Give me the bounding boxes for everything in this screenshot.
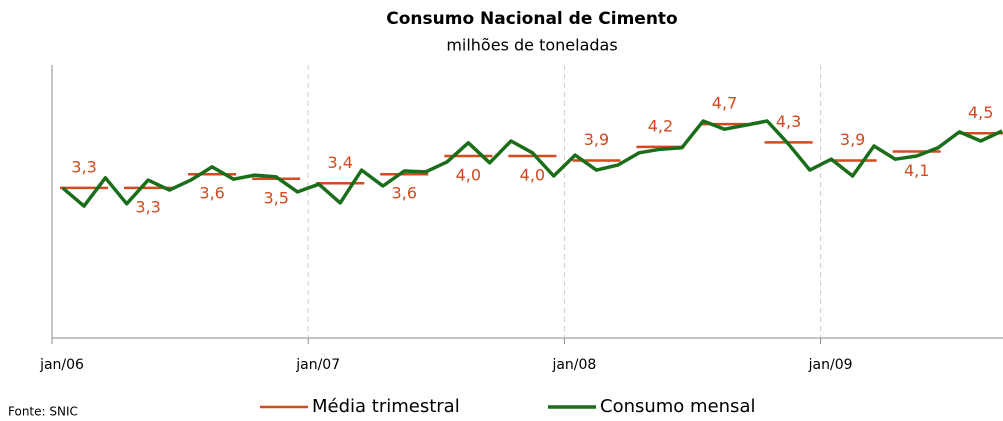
x-tick-label: jan/08 <box>551 357 596 373</box>
data-label: 3,3 <box>135 197 160 216</box>
data-label: 3,4 <box>327 153 352 172</box>
chart-title: Consumo Nacional de Cimento <box>386 9 677 29</box>
chart-subtitle: milhões de toneladas <box>446 36 617 55</box>
data-label: 4,2 <box>648 116 673 135</box>
data-label: 4,0 <box>456 166 481 185</box>
data-label: 3,6 <box>199 184 224 203</box>
data-label: 4,3 <box>776 112 801 131</box>
data-label: 4,7 <box>712 94 737 113</box>
x-tick-label: jan/06 <box>39 357 84 373</box>
data-label: 4,5 <box>968 103 993 122</box>
data-label: 4,0 <box>520 166 545 185</box>
data-label: 3,5 <box>263 188 288 207</box>
legend-label: Consumo mensal <box>600 396 755 417</box>
legend-label: Média trimestral <box>312 396 460 417</box>
data-label: 3,6 <box>392 184 417 203</box>
x-tick-label: jan/07 <box>295 357 340 373</box>
data-label: 3,9 <box>584 130 609 149</box>
data-label: 4,1 <box>904 161 929 180</box>
x-tick-label: jan/09 <box>808 357 853 373</box>
monthly-line <box>61 119 1003 208</box>
source: Fonte: SNIC <box>8 405 78 419</box>
data-label: 3,9 <box>840 130 865 149</box>
data-label: 3,3 <box>71 157 96 176</box>
